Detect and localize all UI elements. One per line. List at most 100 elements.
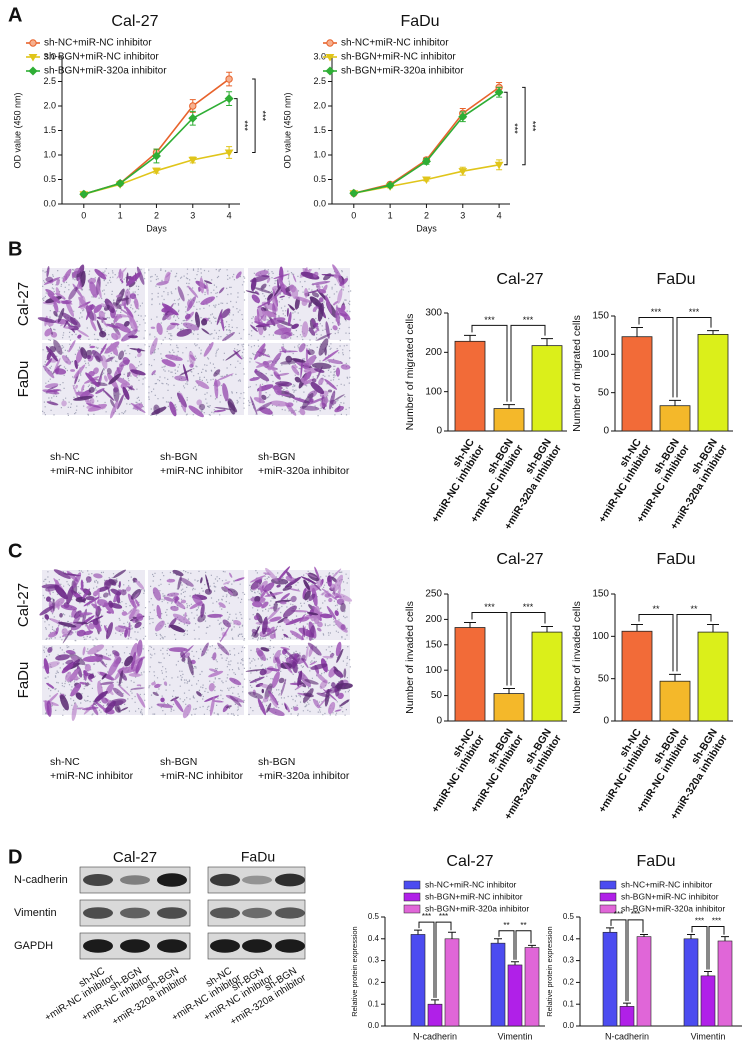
- significance-bracket: [510, 324, 546, 402]
- cell: [72, 283, 84, 299]
- x-tick-label: 0: [351, 210, 356, 220]
- legend-label: sh-NC+miR-NC inhibitor: [341, 38, 449, 49]
- significance-bracket: [522, 86, 526, 166]
- cell: [128, 673, 142, 677]
- cell: [324, 378, 338, 390]
- cell: [168, 647, 188, 653]
- cell: [85, 372, 99, 387]
- micrograph: [148, 642, 246, 719]
- cell: [269, 616, 282, 622]
- cell: [160, 697, 165, 703]
- cell: [223, 581, 231, 585]
- cell: [100, 303, 108, 308]
- bar: [602, 931, 618, 1027]
- marker: [225, 75, 233, 83]
- cell: [115, 294, 122, 298]
- x-tick-label: Vimentin: [498, 1031, 533, 1041]
- marker: [188, 113, 198, 123]
- blot-band: [157, 907, 187, 919]
- cell: [79, 681, 87, 685]
- cell: [72, 659, 81, 666]
- cell: [177, 286, 185, 302]
- marker: [224, 149, 234, 158]
- cell: [280, 593, 290, 601]
- cell: [54, 585, 68, 600]
- cell: [73, 395, 93, 401]
- cell: [255, 647, 267, 661]
- cell: [115, 376, 131, 386]
- cell: [328, 597, 333, 603]
- blot-band: [210, 873, 240, 887]
- bar: [659, 405, 691, 432]
- cell: [277, 383, 290, 387]
- cell: [45, 358, 53, 367]
- significance-label: ***: [422, 912, 431, 921]
- cell: [313, 368, 325, 373]
- cell: [266, 317, 286, 325]
- significance-bracket: [638, 317, 674, 398]
- cell: [222, 619, 231, 628]
- cell: [126, 272, 141, 286]
- cell: [301, 392, 314, 409]
- cell: [340, 624, 346, 631]
- y-tick-label: 100: [425, 665, 442, 676]
- cell: [228, 590, 234, 596]
- micrograph: [248, 566, 353, 642]
- cell: [199, 277, 204, 294]
- cell: [173, 596, 180, 601]
- cell: [276, 584, 281, 588]
- y-tick-label: 0.0: [368, 1021, 380, 1030]
- cell: [277, 566, 291, 581]
- cell: [61, 661, 75, 674]
- cell: [121, 611, 128, 616]
- cell: [136, 348, 141, 353]
- y-tick-label: 0.5: [43, 174, 56, 184]
- y-tick-label: 0: [603, 426, 609, 437]
- cell: [55, 287, 61, 298]
- cell: [73, 610, 82, 619]
- cell: [274, 599, 292, 603]
- x-tick-label: Vimentin: [691, 1031, 726, 1041]
- cell: [267, 362, 275, 371]
- y-tick-label: 0.0: [563, 1021, 575, 1030]
- cell: [233, 619, 242, 626]
- cell: [130, 588, 142, 600]
- cell: [280, 646, 290, 650]
- cell: [101, 673, 107, 680]
- cell: [81, 384, 85, 392]
- cell: [65, 275, 68, 281]
- error-bar: [631, 623, 643, 632]
- cell: [43, 658, 50, 675]
- cell: [267, 607, 281, 620]
- cell: [305, 645, 309, 662]
- significance-label: ***: [240, 120, 250, 131]
- cell: [229, 677, 242, 686]
- cell: [308, 593, 316, 601]
- cell: [42, 389, 60, 395]
- bar: [507, 964, 523, 1027]
- row-label: FaDu: [15, 662, 32, 699]
- cell: [305, 572, 318, 579]
- cell: [176, 328, 192, 337]
- cell: [221, 586, 228, 593]
- cell: [208, 670, 224, 678]
- cell: [128, 385, 133, 390]
- marker: [224, 94, 234, 104]
- cell: [309, 661, 317, 666]
- cell: [297, 670, 303, 687]
- y-tick-label: 0.3: [563, 956, 575, 965]
- cell: [163, 681, 168, 686]
- cell: [122, 357, 130, 365]
- marker: [421, 156, 431, 166]
- cell: [151, 406, 167, 415]
- cell: [188, 351, 195, 367]
- cell: [204, 588, 212, 595]
- cell: [120, 707, 129, 712]
- cell: [201, 642, 209, 657]
- cell: [135, 657, 143, 674]
- cell: [262, 696, 269, 703]
- cell: [336, 649, 344, 663]
- cell: [72, 384, 79, 400]
- cell: [70, 683, 82, 697]
- marker: [385, 180, 395, 190]
